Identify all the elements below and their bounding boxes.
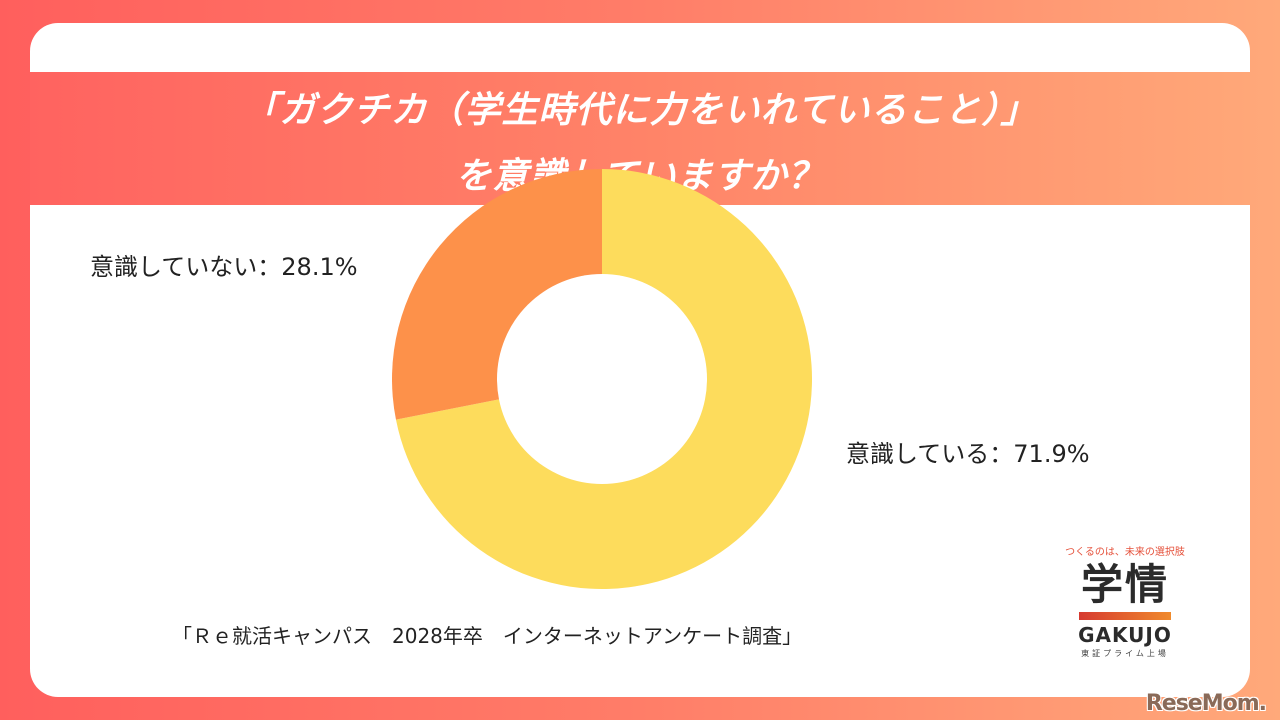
logo-tagline: つくるのは、未来の選択肢	[1065, 547, 1185, 558]
label-aware: 意識している：71.9%	[846, 440, 1090, 468]
logo-subtitle: 東証プライム上場	[1081, 649, 1169, 658]
donut-chart	[392, 169, 812, 589]
logo-english: GAKUJO	[1078, 623, 1172, 647]
logo-gradient-bar	[1079, 612, 1171, 620]
source-note: 「Ｒｅ就活キャンパス 2028年卒 インターネットアンケート調査」	[172, 624, 803, 648]
gakujo-logo: つくるのは、未来の選択肢 学情 GAKUJO 東証プライム上場	[1055, 543, 1195, 659]
label-not-aware: 意識していない：28.1%	[90, 253, 358, 281]
logo-mark: 学情	[1080, 560, 1169, 609]
donut-hole	[497, 274, 707, 484]
title-band: 「ガクチカ（学生時代に力をいれていること）」 を意識していますか？	[30, 72, 1250, 205]
resemom-watermark: ReseMom.	[1145, 691, 1267, 716]
chart-title-line-1: 「ガクチカ（学生時代に力をいれていること）」	[242, 89, 1038, 131]
